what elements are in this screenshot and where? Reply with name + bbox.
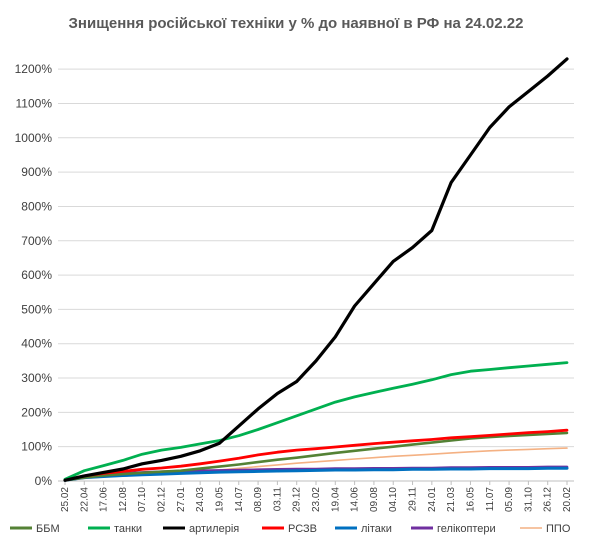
x-tick-label: 29.11 (408, 487, 419, 512)
legend-label: ББМ (36, 523, 60, 535)
x-tick-label: 17.06 (99, 487, 110, 512)
x-tick-label: 14.06 (350, 487, 361, 512)
x-tick-label: 23.02 (311, 487, 322, 512)
x-tick-label: 11.07 (485, 487, 496, 512)
x-tick-label: 07.10 (137, 487, 148, 512)
chart-title: Знищення російської техніки у % до наявн… (69, 15, 524, 32)
x-tick-label: 05.09 (504, 487, 515, 512)
x-tick-label: 24.01 (427, 487, 438, 512)
x-tick-label: 08.09 (253, 487, 264, 512)
gridlines (58, 68, 574, 448)
y-tick-label: 200% (21, 405, 52, 419)
y-tick-label: 800% (21, 199, 52, 213)
legend-label: ППО (546, 523, 571, 535)
x-tick-label: 19.04 (330, 487, 341, 512)
series-line-РСЗВ (63, 428, 569, 482)
series-line-артилерія (63, 57, 569, 482)
y-tick-label: 300% (21, 371, 52, 385)
y-axis-ticks: 0% 100% 200% 300% 400% 500% 600% 700% 800% 900% 10… (15, 62, 53, 488)
legend-label: артилерія (189, 523, 239, 535)
x-tick-label: 19.05 (214, 487, 225, 512)
x-tick-label: 16.05 (465, 487, 476, 512)
y-tick-label: 1100% (16, 96, 53, 110)
x-tick-label: 03.11 (272, 487, 283, 512)
series-line-танки (63, 361, 569, 481)
y-tick-label: 400% (21, 337, 52, 351)
x-tick-label: 21.03 (446, 487, 457, 512)
x-tick-label: 29.12 (292, 487, 303, 512)
x-axis-ticks: 25.02 22.04 17.06 12.08 07.10 02.12 27.01 24.03… (60, 481, 573, 512)
y-tick-label: 900% (21, 165, 52, 179)
y-tick-label: 1000% (15, 131, 53, 145)
legend-label: літаки (361, 523, 392, 535)
x-tick-label: 02.12 (157, 487, 168, 512)
y-tick-label: 500% (21, 302, 52, 316)
y-tick-label: 100% (21, 440, 52, 454)
y-tick-label: 700% (21, 234, 52, 248)
series-line-літаки (63, 466, 569, 482)
x-tick-label: 12.08 (118, 487, 129, 512)
x-tick-label: 04.10 (388, 487, 399, 512)
legend-label: РСЗВ (288, 523, 317, 535)
x-tick-label: 20.02 (562, 487, 573, 512)
x-tick-label: 14.07 (234, 487, 245, 512)
series-line-ББМ (63, 431, 569, 482)
series-lines (63, 57, 569, 482)
x-tick-label: 26.12 (543, 487, 554, 512)
x-tick-label: 09.08 (369, 487, 380, 512)
x-tick-label: 25.02 (60, 487, 71, 512)
x-tick-label: 24.03 (195, 487, 206, 512)
x-tick-label: 22.04 (79, 487, 90, 512)
x-tick-label: 27.01 (176, 487, 187, 512)
legend: ББМ танки артилерія РСЗВ літаки гелікоптери ПП… (10, 523, 571, 535)
legend-label: танки (114, 523, 142, 535)
y-tick-label: 1200% (15, 62, 53, 76)
legend-label: гелікоптери (437, 523, 496, 535)
y-tick-label: 0% (35, 474, 53, 488)
y-tick-label: 600% (21, 268, 52, 282)
x-tick-label: 31.10 (523, 487, 534, 512)
